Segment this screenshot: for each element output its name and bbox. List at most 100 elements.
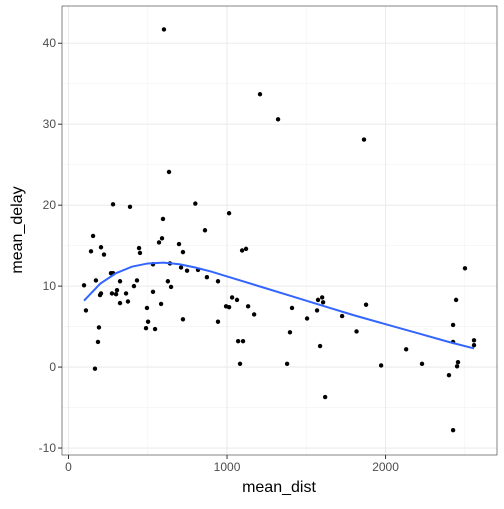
point xyxy=(143,326,149,331)
point xyxy=(304,316,310,321)
point xyxy=(251,312,257,317)
point xyxy=(117,300,123,306)
point xyxy=(83,308,89,313)
point xyxy=(339,313,345,319)
y-tick-label: 10 xyxy=(43,279,57,293)
point xyxy=(90,233,96,239)
point xyxy=(81,283,87,288)
point xyxy=(134,278,140,283)
point xyxy=(287,330,293,335)
point xyxy=(98,245,104,250)
point xyxy=(180,249,186,255)
point xyxy=(314,308,320,313)
point xyxy=(184,268,190,273)
point xyxy=(450,322,456,328)
panel-border xyxy=(61,5,498,456)
point xyxy=(229,295,235,300)
y-tick-label: 20 xyxy=(43,198,57,212)
point xyxy=(471,343,477,348)
point xyxy=(144,305,150,311)
y-tick-label: 30 xyxy=(43,117,57,131)
point xyxy=(168,284,174,290)
y-tick-label: -10 xyxy=(39,441,57,455)
point xyxy=(245,304,251,309)
point xyxy=(354,329,359,334)
point xyxy=(156,240,162,245)
point xyxy=(117,279,123,284)
point xyxy=(243,246,249,252)
x-tick-label: 1000 xyxy=(214,460,241,474)
point xyxy=(97,292,103,298)
point xyxy=(239,248,245,253)
point xyxy=(137,250,143,256)
point xyxy=(166,169,172,175)
point xyxy=(455,360,461,365)
point xyxy=(315,297,321,303)
point xyxy=(125,299,131,304)
point xyxy=(161,27,167,32)
point xyxy=(453,297,459,303)
point xyxy=(454,364,460,369)
point xyxy=(322,394,328,400)
point xyxy=(319,295,325,300)
point xyxy=(131,283,137,289)
point xyxy=(378,363,384,368)
point xyxy=(158,301,164,307)
point xyxy=(178,265,184,270)
point xyxy=(114,287,120,293)
y-tick-label: 0 xyxy=(49,360,56,374)
point xyxy=(215,319,221,324)
point xyxy=(462,266,468,271)
point xyxy=(237,361,243,367)
point xyxy=(110,202,116,207)
point xyxy=(180,317,186,322)
point xyxy=(361,137,367,142)
point xyxy=(150,289,156,294)
point xyxy=(176,241,182,247)
point xyxy=(159,236,165,241)
point xyxy=(450,428,456,433)
point xyxy=(127,204,133,209)
smooth-line xyxy=(83,261,475,350)
y-tick-label: 40 xyxy=(43,36,57,50)
point xyxy=(284,361,290,367)
point xyxy=(93,278,99,283)
point xyxy=(88,249,94,254)
point xyxy=(363,302,369,307)
point xyxy=(215,279,221,284)
point xyxy=(123,291,129,296)
point xyxy=(226,304,232,310)
point xyxy=(204,275,210,280)
point xyxy=(403,347,409,352)
x-tick-label: 0 xyxy=(65,460,72,474)
point xyxy=(193,201,198,206)
point xyxy=(96,325,102,330)
point xyxy=(152,326,158,332)
point xyxy=(320,300,326,305)
point xyxy=(257,92,263,97)
point xyxy=(235,338,241,344)
point xyxy=(136,245,142,251)
x-tick-label: 2000 xyxy=(372,460,399,474)
point xyxy=(165,279,171,284)
point xyxy=(101,252,107,257)
point xyxy=(289,305,295,311)
x-axis-label: mean_dist xyxy=(242,479,316,496)
point xyxy=(226,211,232,216)
point xyxy=(446,372,452,378)
y-axis-label: mean_delay xyxy=(9,186,26,273)
point xyxy=(234,297,240,303)
point xyxy=(92,366,98,371)
point xyxy=(160,216,166,222)
point xyxy=(275,117,281,122)
point xyxy=(145,319,151,324)
point xyxy=(113,292,119,297)
point xyxy=(95,339,101,345)
point xyxy=(109,291,115,296)
point xyxy=(202,228,208,233)
point xyxy=(240,338,246,344)
point xyxy=(317,343,323,349)
